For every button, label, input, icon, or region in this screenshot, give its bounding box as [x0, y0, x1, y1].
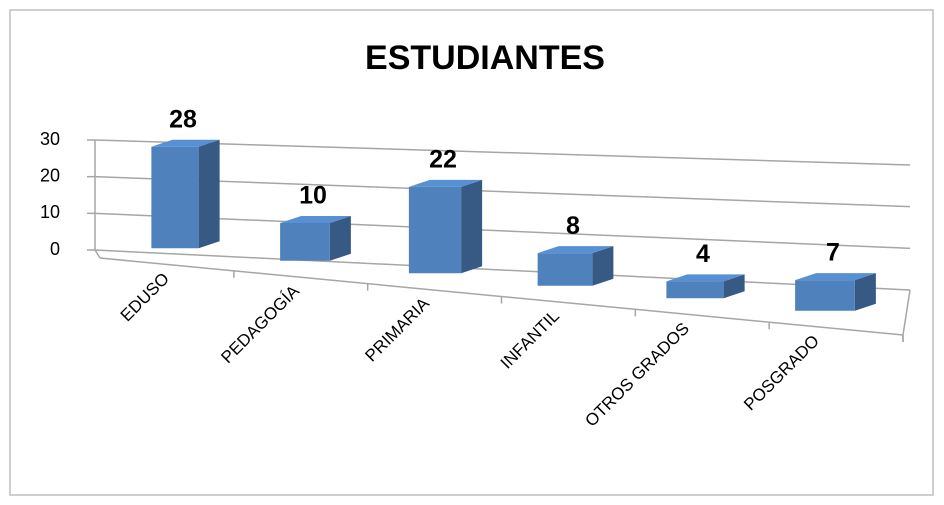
- floor-right: [902, 289, 911, 336]
- data-label: 8: [566, 212, 580, 240]
- bar-side: [854, 273, 876, 311]
- bar-side: [723, 274, 745, 299]
- bar: [795, 280, 855, 311]
- floor-side: [94, 249, 101, 259]
- grid-line: [94, 139, 911, 166]
- data-label: 10: [299, 182, 327, 210]
- data-label: 22: [429, 146, 457, 174]
- data-label: 7: [826, 239, 840, 267]
- bar-side: [592, 246, 614, 286]
- grid-line: [94, 249, 911, 291]
- bar-top: [795, 273, 876, 281]
- grid-line: [94, 212, 911, 250]
- bar-side: [329, 216, 351, 261]
- bar-side: [461, 179, 483, 274]
- bar: [408, 186, 462, 274]
- chart-title: ESTUDIANTES: [365, 39, 605, 77]
- bar: [666, 281, 724, 299]
- data-label: 4: [696, 240, 710, 268]
- bar-top: [666, 274, 745, 282]
- y-tick-label: 10: [40, 202, 60, 222]
- y-tick-label: 30: [40, 129, 60, 149]
- bar: [537, 253, 593, 286]
- bar-top: [151, 139, 220, 147]
- y-tick-label: 20: [40, 165, 60, 185]
- bar: [280, 223, 330, 261]
- bar-side: [198, 139, 220, 249]
- grid-line: [94, 175, 911, 208]
- bar: [151, 146, 199, 249]
- bar-top: [408, 179, 483, 187]
- data-label: 28: [169, 105, 197, 133]
- y-tick-label: 0: [50, 239, 60, 259]
- bar-top: [280, 216, 351, 223]
- bar-top: [537, 246, 614, 254]
